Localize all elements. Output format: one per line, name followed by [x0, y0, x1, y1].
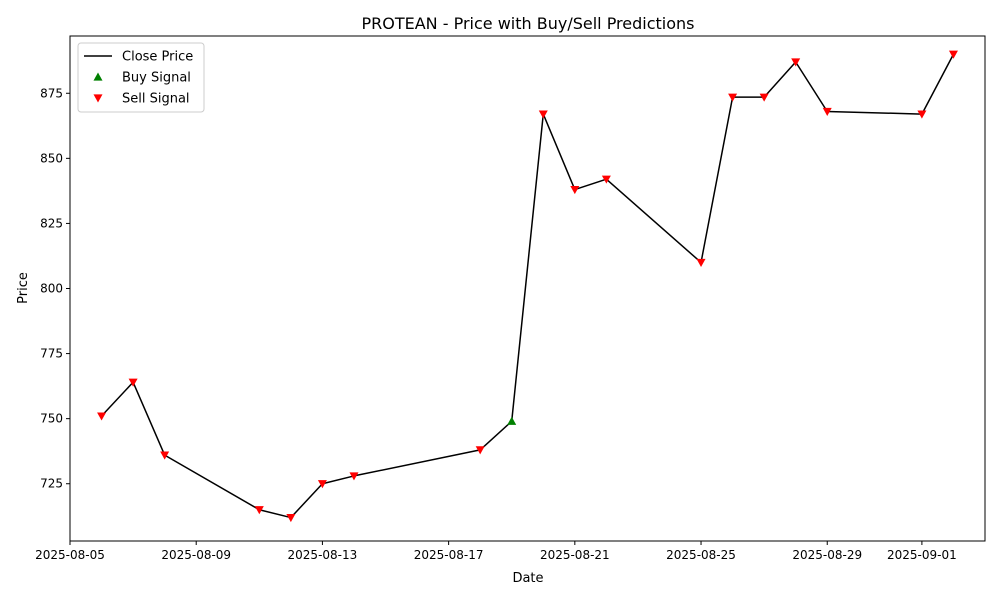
legend-label: Close Price [122, 50, 193, 65]
y-tick-label: 825 [40, 216, 63, 230]
sell-signal-marker [570, 185, 580, 195]
sell-signal-marker [128, 378, 138, 387]
x-tick-label: 2025-08-17 [414, 548, 484, 562]
y-tick-label: 725 [40, 477, 63, 491]
x-tick-label: 2025-08-13 [288, 548, 358, 562]
sell-signal-marker [696, 258, 706, 267]
sell-signal-marker [317, 480, 327, 489]
sell-signal-marker [160, 451, 170, 460]
sell-signal-marker [286, 513, 296, 523]
legend-box [77, 42, 205, 113]
close-price-line [101, 53, 955, 519]
sell-signal-marker [728, 93, 738, 102]
sell-signal-marker [601, 175, 611, 184]
x-tick-label: 2025-08-29 [792, 548, 862, 562]
y-tick-label: 750 [40, 412, 63, 426]
x-axis-label: Date [512, 571, 543, 586]
x-tick-label: 2025-08-25 [666, 548, 736, 562]
buy-signal-marker [507, 416, 517, 425]
sell-signal-marker [759, 93, 769, 102]
sell-signal-marker [791, 58, 801, 67]
legend-label: Buy Signal [122, 71, 191, 86]
y-tick-label: 850 [40, 151, 63, 165]
sell-signal-marker [917, 110, 927, 119]
legend-label: Sell Signal [122, 92, 190, 107]
sell-signal-marker [97, 412, 107, 421]
x-tick-label: 2025-08-09 [161, 548, 231, 562]
x-tick-label: 2025-09-01 [887, 548, 957, 562]
sell-signal-marker [538, 110, 548, 119]
x-tick-label: 2025-08-21 [540, 548, 610, 562]
plot-frame [69, 35, 986, 542]
sell-signal-marker [948, 50, 958, 59]
sell-signal-marker [349, 472, 359, 481]
chart-title: PROTEAN - Price with Buy/Sell Prediction… [361, 14, 694, 33]
y-tick-label: 800 [40, 282, 63, 296]
sell-signal-marker [254, 506, 264, 515]
plot-content [97, 50, 958, 523]
y-axis-label: Price [16, 272, 31, 304]
legend-swatch-buy [93, 72, 103, 81]
sell-signal-marker [822, 107, 832, 116]
y-tick-label: 875 [40, 86, 63, 100]
sell-signal-marker [475, 446, 485, 455]
x-tick-label: 2025-08-05 [35, 548, 105, 562]
legend: Close Price Buy Signal Sell Signal [77, 42, 205, 113]
x-axis: 2025-08-05 2025-08-09 2025-08-13 2025-08-17… [35, 541, 957, 562]
y-axis: 725 750 775 800 825 850 875 [40, 86, 70, 491]
y-tick-label: 775 [40, 347, 63, 361]
legend-swatch-sell [93, 94, 103, 103]
